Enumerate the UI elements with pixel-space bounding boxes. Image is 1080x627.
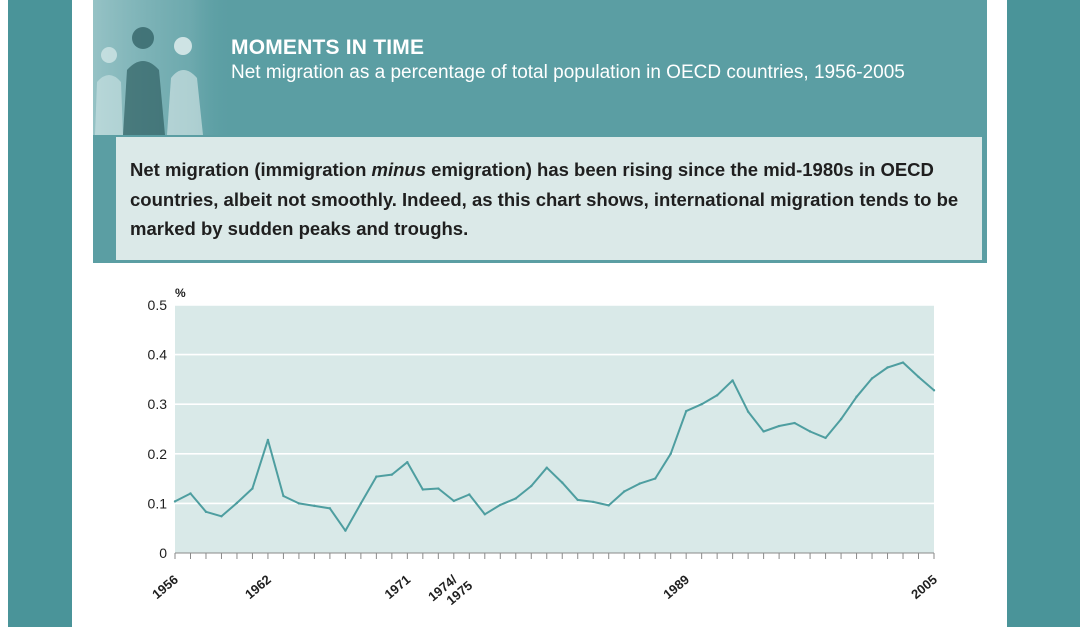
y-tick-label: 0 — [159, 545, 167, 561]
x-tick-label: 2005 — [908, 572, 940, 602]
data-point — [328, 507, 332, 510]
data-point — [561, 481, 564, 484]
data-point — [932, 389, 936, 392]
data-point — [715, 394, 719, 397]
data-point — [297, 502, 301, 505]
y-tick-label: 0.3 — [148, 396, 168, 412]
data-point — [483, 513, 486, 516]
data-point — [468, 493, 471, 496]
y-tick-label: 0.2 — [148, 446, 168, 462]
intro-text: Net migration (immigration minus emigrat… — [130, 155, 980, 244]
data-point — [623, 490, 626, 493]
data-point — [530, 484, 533, 488]
data-point — [653, 477, 657, 480]
data-point — [917, 375, 920, 379]
data-point — [746, 410, 750, 413]
data-point — [344, 529, 347, 532]
people-photo-image — [93, 0, 233, 135]
data-point — [839, 417, 843, 421]
chart-area: 0 0.1 0.2 0.3 0.4 0.5% 1956 1962 1971 1974/1975 19… — [93, 263, 987, 627]
left-background-band — [8, 0, 72, 627]
data-point — [684, 409, 688, 413]
data-point — [282, 494, 285, 498]
data-point — [545, 466, 548, 469]
x-tick-label: 1962 — [242, 572, 274, 602]
data-point — [855, 395, 858, 398]
y-tick-label: 0.1 — [148, 495, 168, 511]
data-point — [359, 502, 363, 505]
infographic-panel: MOMENTS IN TIME Net migration as a perce… — [93, 0, 987, 627]
intro-text-part2: emigration) has been rising since the mi… — [130, 159, 959, 239]
migration-line-chart: 00.10.20.30.40.5%1956 1962 1971 1974/1975 19… — [148, 286, 940, 608]
data-point — [592, 500, 595, 504]
data-point — [576, 498, 579, 502]
data-point — [793, 421, 796, 425]
y-tick-label: 0.5 — [148, 297, 168, 313]
header-title: MOMENTS IN TIME — [231, 36, 425, 59]
data-point — [638, 482, 641, 485]
data-point — [901, 361, 905, 364]
data-point — [499, 503, 502, 507]
data-point — [886, 366, 889, 369]
x-tick-label: 1956 — [149, 572, 181, 602]
intro-box: Net migration (immigration minus emigrat… — [116, 137, 982, 260]
data-point — [235, 501, 239, 505]
data-point — [189, 492, 192, 495]
data-point — [375, 475, 378, 478]
data-point — [808, 430, 812, 433]
data-point — [824, 436, 827, 440]
x-tick-label: 1989 — [660, 572, 692, 602]
data-point — [607, 504, 610, 507]
net-migration-line — [174, 361, 935, 532]
data-point — [406, 461, 409, 464]
data-point — [700, 403, 703, 406]
data-point — [762, 430, 765, 433]
data-point — [204, 510, 208, 514]
y-axis-unit-label: % — [175, 286, 186, 300]
data-point — [437, 487, 440, 490]
header-subtitle: Net migration as a percentage of total p… — [231, 62, 905, 83]
y-tick-label: 0.4 — [148, 347, 168, 363]
data-point — [514, 497, 517, 500]
data-point — [421, 488, 425, 491]
data-point — [777, 424, 781, 428]
x-tick-label: 1971 — [381, 572, 413, 602]
plot-background — [175, 305, 934, 553]
data-point — [870, 377, 874, 380]
data-point — [669, 452, 672, 455]
intro-text-emphasis: minus — [371, 159, 427, 180]
data-point — [266, 438, 270, 442]
data-point — [313, 504, 316, 508]
intro-text-part1: Net migration (immigration — [130, 159, 372, 180]
data-point — [452, 499, 456, 503]
data-point — [731, 379, 734, 382]
data-point — [390, 473, 394, 476]
right-background-band — [1007, 0, 1080, 627]
data-point — [173, 500, 177, 503]
data-point — [220, 515, 223, 518]
data-point — [251, 487, 254, 490]
